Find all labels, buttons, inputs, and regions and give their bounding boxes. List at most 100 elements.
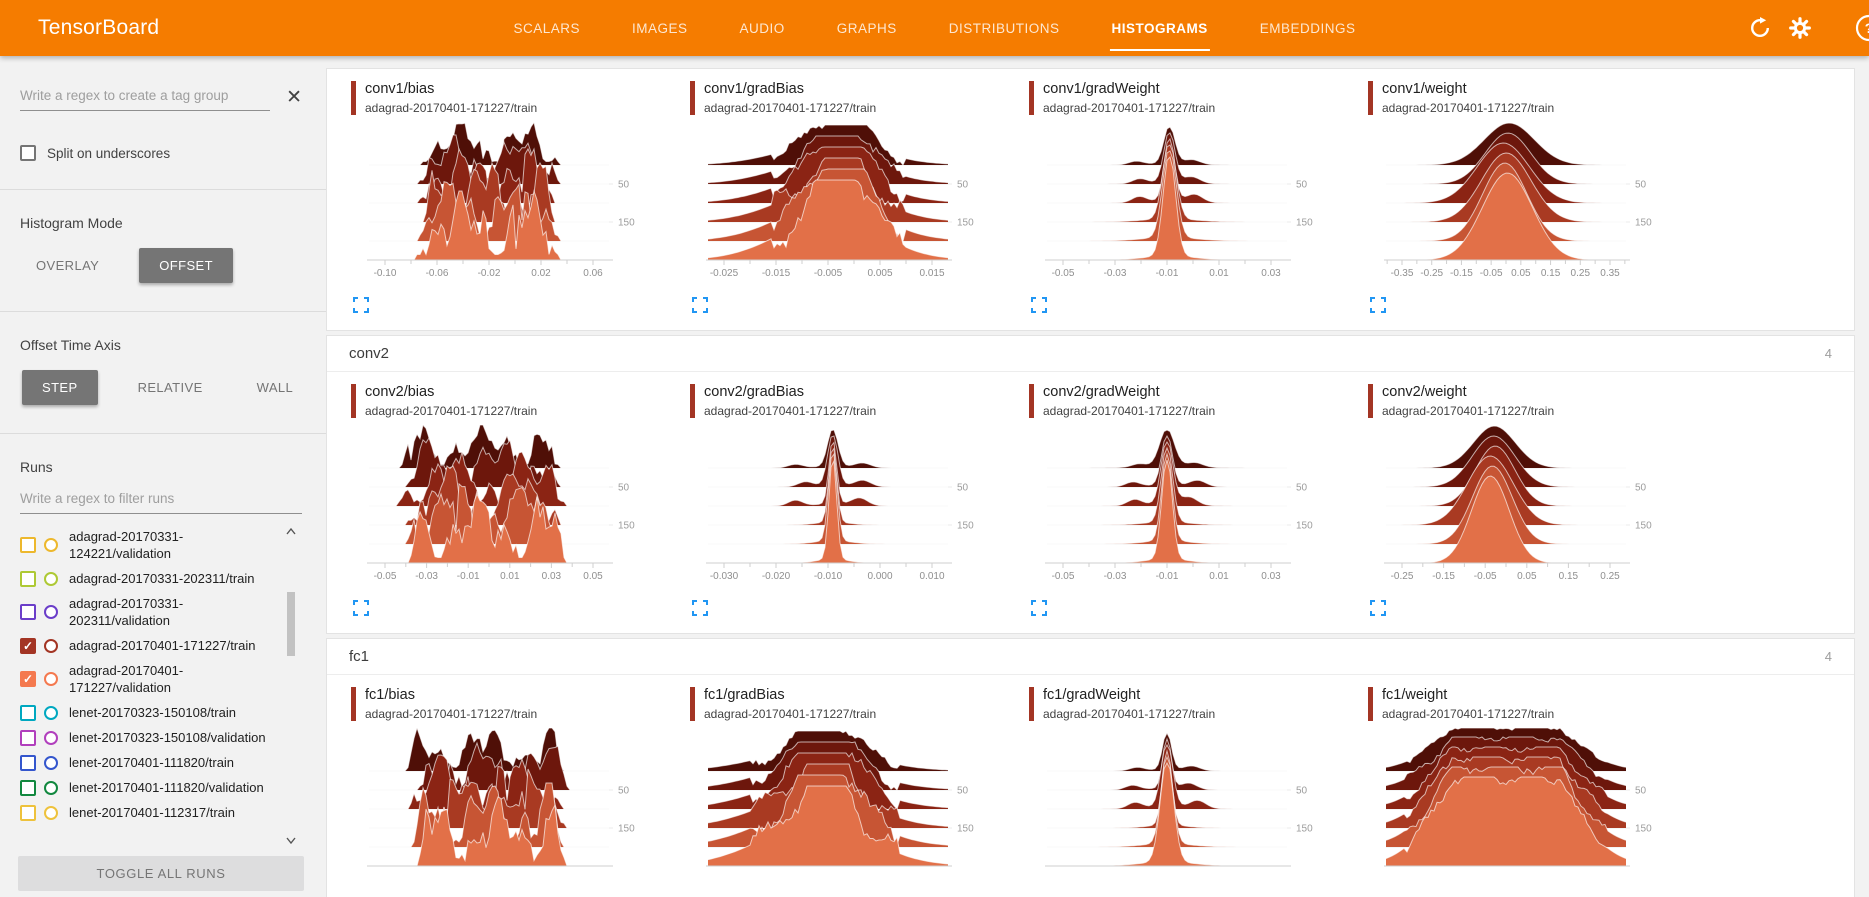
expand-icon[interactable] bbox=[692, 297, 710, 315]
run-list-scrollbar[interactable] bbox=[284, 528, 298, 844]
run-checkbox[interactable] bbox=[20, 537, 36, 553]
histogram-chart[interactable]: 50 150 -0.05 -0.03 -0.01 0.01 0.03 bbox=[1029, 119, 1341, 293]
tag-filter-input[interactable] bbox=[20, 82, 271, 111]
run-checkbox[interactable] bbox=[20, 604, 36, 620]
svg-text:50: 50 bbox=[1296, 786, 1308, 797]
run-color-bar bbox=[351, 81, 356, 115]
scroll-up-icon[interactable] bbox=[286, 528, 296, 535]
run-name: adagrad-20170331-124221/validation bbox=[69, 529, 184, 561]
tab-distributions[interactable]: DISTRIBUTIONS bbox=[948, 20, 1060, 36]
card-title-row: conv2/weight adagrad-20170401-171227/trai… bbox=[1368, 384, 1707, 418]
toggle-all-runs-button[interactable]: TOGGLE ALL RUNS bbox=[18, 856, 304, 891]
run-list-item: lenet-20170401-112317/train bbox=[20, 800, 326, 825]
run-checkbox[interactable]: ✓ bbox=[20, 637, 36, 654]
tag-group-name: conv2 bbox=[349, 345, 390, 362]
run-radio[interactable] bbox=[44, 571, 58, 586]
run-radio[interactable] bbox=[44, 730, 58, 745]
histogram-chart[interactable]: 50 150 bbox=[690, 725, 1002, 897]
card-tag-name: conv2/gradBias bbox=[704, 384, 804, 400]
svg-text:-0.05: -0.05 bbox=[374, 571, 397, 582]
histogram-chart[interactable]: 50 150 -0.05 -0.03 -0.01 0.01 0.03 bbox=[1029, 422, 1341, 596]
expand-icon[interactable] bbox=[1031, 297, 1049, 315]
expand-icon[interactable] bbox=[1370, 297, 1388, 315]
card-run-name: adagrad-20170401-171227/train bbox=[704, 404, 877, 418]
histogram-chart[interactable]: 50 150 bbox=[1368, 725, 1680, 897]
svg-text:150: 150 bbox=[957, 218, 974, 229]
clear-filter-icon[interactable]: ✕ bbox=[286, 87, 302, 108]
histogram-chart[interactable]: 50 150 -0.025 -0.015 -0.005 0.005 0.015 bbox=[690, 119, 1002, 293]
tab-audio[interactable]: AUDIO bbox=[739, 20, 785, 36]
card-title-row: fc1/gradWeight adagrad-20170401-171227/tr… bbox=[1029, 687, 1368, 721]
app-title: TensorBoard bbox=[38, 16, 160, 39]
run-checkbox[interactable] bbox=[20, 754, 36, 771]
histogram-chart[interactable]: 50 150 -0.35 -0.25 -0.15 -0.05 0.05 0.15 0.25 0.3… bbox=[1368, 119, 1680, 293]
tag-group-header-conv2[interactable]: conv2 4 bbox=[327, 336, 1854, 372]
card-run-name: adagrad-20170401-171227/train bbox=[365, 707, 538, 721]
run-radio[interactable] bbox=[44, 672, 58, 686]
tab-graphs[interactable]: GRAPHS bbox=[836, 20, 897, 36]
run-color-bar bbox=[1029, 81, 1034, 115]
histogram-chart[interactable]: 50 150 -0.25 -0.15 -0.05 0.05 0.15 0.25 bbox=[1368, 422, 1680, 596]
divider bbox=[0, 433, 326, 434]
histogram-chart[interactable]: 50 150 -0.10 -0.06 -0.02 0.02 0.06 bbox=[351, 119, 663, 293]
svg-text:150: 150 bbox=[618, 521, 635, 532]
svg-text:50: 50 bbox=[957, 786, 969, 797]
tab-scalars[interactable]: SCALARS bbox=[513, 20, 580, 36]
svg-text:-0.030: -0.030 bbox=[710, 571, 739, 582]
run-checkbox[interactable]: ✓ bbox=[20, 671, 36, 687]
run-radio[interactable] bbox=[44, 538, 58, 552]
card-title-row: conv1/gradBias adagrad-20170401-171227/tr… bbox=[690, 81, 1029, 115]
svg-text:0.02: 0.02 bbox=[531, 268, 551, 279]
scroll-down-icon[interactable] bbox=[286, 837, 296, 844]
svg-text:-0.01: -0.01 bbox=[1156, 571, 1179, 582]
run-checkbox[interactable] bbox=[20, 704, 36, 721]
settings-gear-icon[interactable] bbox=[1789, 17, 1811, 39]
run-radio[interactable] bbox=[44, 638, 58, 653]
offset-time-axis-relative-button[interactable]: RELATIVE bbox=[137, 380, 203, 395]
histogram-chart[interactable]: 50 150 bbox=[351, 725, 663, 897]
offset-time-axis-step-button[interactable]: STEP bbox=[22, 370, 98, 405]
run-radio[interactable] bbox=[44, 755, 58, 770]
histogram-mode-overlay-button[interactable]: OVERLAY bbox=[36, 258, 100, 273]
run-checkbox[interactable] bbox=[20, 804, 36, 821]
histogram-chart[interactable]: 50 150 -0.05 -0.03 -0.01 0.01 0.03 0.05 bbox=[351, 422, 663, 596]
run-radio[interactable] bbox=[44, 705, 58, 720]
run-checkbox[interactable] bbox=[20, 729, 36, 746]
run-color-bar bbox=[1368, 384, 1373, 418]
tab-histograms[interactable]: HISTOGRAMS bbox=[1109, 0, 1211, 56]
run-list-item: adagrad-20170331-202311/train bbox=[20, 566, 326, 591]
run-color-bar bbox=[1368, 81, 1373, 115]
run-color-bar bbox=[1029, 687, 1034, 721]
expand-icon[interactable] bbox=[1031, 600, 1049, 618]
expand-icon[interactable] bbox=[353, 297, 371, 315]
run-list-item: lenet-20170323-150108/validation bbox=[20, 725, 326, 750]
scrollbar-thumb[interactable] bbox=[287, 592, 295, 656]
run-name: adagrad-20170331-202311/validation bbox=[69, 596, 184, 628]
card-title-row: conv1/gradWeight adagrad-20170401-171227/… bbox=[1029, 81, 1368, 115]
svg-text:-0.010: -0.010 bbox=[814, 571, 843, 582]
split-underscores-checkbox[interactable] bbox=[20, 145, 36, 161]
histogram-mode-offset-button[interactable]: OFFSET bbox=[139, 248, 233, 283]
run-radio[interactable] bbox=[44, 780, 58, 795]
offset-time-axis-wall-button[interactable]: WALL bbox=[256, 380, 294, 395]
refresh-icon[interactable] bbox=[1749, 17, 1771, 39]
histogram-chart[interactable]: 50 150 -0.030 -0.020 -0.010 0.000 0.010 bbox=[690, 422, 1002, 596]
expand-icon[interactable] bbox=[353, 600, 371, 618]
run-radio[interactable] bbox=[44, 805, 58, 820]
run-name: adagrad-20170401-171227/validation bbox=[69, 663, 184, 695]
expand-icon[interactable] bbox=[1370, 600, 1388, 618]
svg-text:150: 150 bbox=[1635, 521, 1652, 532]
svg-text:0.03: 0.03 bbox=[1261, 268, 1281, 279]
histogram-card: conv1/weight adagrad-20170401-171227/trai… bbox=[1368, 81, 1707, 315]
run-radio[interactable] bbox=[44, 605, 58, 619]
tab-images[interactable]: IMAGES bbox=[631, 20, 688, 36]
help-icon[interactable]: ? bbox=[1854, 13, 1869, 48]
card-run-name: adagrad-20170401-171227/train bbox=[1382, 101, 1555, 115]
expand-icon[interactable] bbox=[692, 600, 710, 618]
histogram-chart[interactable]: 50 150 bbox=[1029, 725, 1341, 897]
run-checkbox[interactable] bbox=[20, 779, 36, 796]
tag-group-header-fc1[interactable]: fc1 4 bbox=[327, 639, 1854, 675]
tab-embeddings[interactable]: EMBEDDINGS bbox=[1259, 20, 1356, 36]
runs-filter-input[interactable] bbox=[20, 485, 302, 514]
run-checkbox[interactable] bbox=[20, 570, 36, 587]
